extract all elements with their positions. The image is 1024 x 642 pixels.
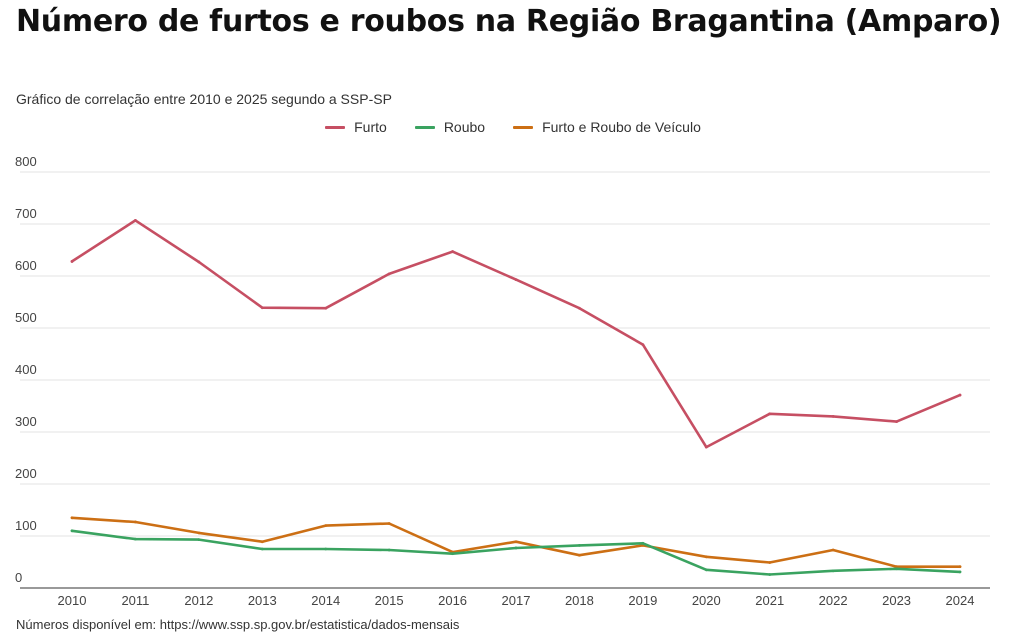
y-tick-label: 500 [15, 310, 37, 325]
data-point-furto[interactable] [260, 306, 264, 310]
data-point-furto[interactable] [768, 412, 772, 416]
y-tick-label: 400 [15, 362, 37, 377]
data-point-roubo[interactable] [768, 573, 772, 576]
legend-swatch-furto [325, 125, 346, 129]
x-tick-label: 2022 [819, 593, 848, 608]
data-point-furto-e-roubo-de-veiculo[interactable] [197, 531, 201, 535]
data-point-furto[interactable] [451, 250, 454, 253]
x-tick-label: 2013 [248, 593, 277, 608]
data-point-furto[interactable] [387, 272, 391, 276]
data-point-furto[interactable] [134, 218, 137, 222]
data-point-furto-e-roubo-de-veiculo[interactable] [958, 565, 962, 569]
series-line-furto [70, 219, 962, 449]
data-point-furto-e-roubo-de-veiculo[interactable] [895, 565, 898, 569]
legend-item-furto[interactable]: Furto [323, 119, 387, 135]
legend-label-roubo: Roubo [443, 119, 486, 135]
x-axis-labels: 2010 2011 2012 2013 2014 2015 2016 2017 2018 2019… [58, 593, 975, 608]
x-tick-label: 2020 [692, 593, 721, 608]
y-axis-labels: 0 100 200 300 400 500 600 700 800 [15, 154, 37, 585]
x-tick-label: 2023 [882, 593, 911, 608]
chart-subtitle: Gráfico de correlação entre 2010 e 2025 … [16, 91, 392, 107]
data-point-furto[interactable] [958, 393, 962, 397]
x-tick-label: 2011 [121, 593, 149, 608]
data-point-furto[interactable] [704, 445, 708, 449]
series-lines [70, 218, 962, 576]
data-point-furto-e-roubo-de-veiculo[interactable] [578, 553, 581, 557]
data-point-furto[interactable] [578, 306, 581, 310]
data-point-furto[interactable] [895, 420, 898, 423]
data-point-furto-e-roubo-de-veiculo[interactable] [324, 524, 328, 527]
x-tick-label: 2018 [565, 593, 594, 608]
x-tick-label: 2016 [438, 593, 467, 608]
data-point-furto-e-roubo-de-veiculo[interactable] [387, 522, 391, 525]
data-point-furto-e-roubo-de-veiculo[interactable] [704, 555, 708, 559]
chart-title: Número de furtos e roubos na Região Brag… [16, 4, 1002, 39]
data-point-furto-e-roubo-de-veiculo[interactable] [260, 540, 264, 544]
legend-swatch-roubo [414, 125, 435, 129]
x-tick-label: 2010 [58, 593, 87, 608]
y-tick-label: 0 [15, 570, 22, 585]
data-point-furto[interactable] [70, 260, 74, 263]
series-line-roubo [70, 529, 962, 576]
x-tick-label: 2019 [628, 593, 657, 608]
data-point-roubo[interactable] [387, 548, 391, 552]
data-point-furto[interactable] [197, 260, 201, 264]
chart-legend: Furto Roubo Furto e Roubo de Veículo [0, 119, 1024, 135]
legend-item-roubo[interactable]: Roubo [413, 119, 485, 135]
y-tick-label: 300 [15, 414, 37, 429]
x-tick-label: 2021 [755, 593, 784, 608]
y-tick-label: 200 [15, 466, 37, 481]
legend-label-veiculo: Furto e Roubo de Veículo [542, 119, 701, 135]
x-tick-label: 2024 [946, 593, 975, 608]
data-point-roubo[interactable] [578, 543, 581, 547]
data-point-roubo[interactable] [134, 537, 137, 541]
x-tick-label: 2012 [184, 593, 213, 608]
data-point-furto[interactable] [831, 415, 835, 418]
data-point-furto-e-roubo-de-veiculo[interactable] [134, 520, 137, 524]
data-point-roubo[interactable] [514, 546, 518, 550]
legend-item-veiculo[interactable]: Furto e Roubo de Veículo [511, 119, 701, 135]
data-point-roubo[interactable] [324, 547, 328, 551]
data-point-roubo[interactable] [197, 538, 201, 542]
data-point-furto-e-roubo-de-veiculo[interactable] [768, 561, 772, 564]
data-point-roubo[interactable] [641, 541, 645, 545]
gridlines [20, 171, 990, 589]
data-point-furto[interactable] [324, 306, 328, 310]
data-point-roubo[interactable] [451, 552, 454, 556]
x-tick-label: 2017 [502, 593, 531, 608]
legend-swatch-veiculo [513, 125, 534, 129]
y-tick-label: 600 [15, 258, 37, 273]
data-point-furto-e-roubo-de-veiculo[interactable] [831, 548, 835, 552]
data-point-furto-e-roubo-de-veiculo[interactable] [70, 516, 74, 520]
data-point-roubo[interactable] [260, 547, 264, 551]
data-point-furto[interactable] [641, 343, 645, 347]
y-tick-label: 700 [15, 206, 37, 221]
data-point-roubo[interactable] [958, 570, 962, 574]
source-note: Números disponível em: https://www.ssp.s… [16, 617, 460, 632]
y-tick-label: 800 [15, 154, 37, 169]
data-point-roubo[interactable] [70, 529, 74, 533]
data-point-furto[interactable] [514, 278, 518, 282]
data-point-furto-e-roubo-de-veiculo[interactable] [514, 540, 518, 544]
legend-label-furto: Furto [354, 119, 387, 135]
data-point-roubo[interactable] [704, 568, 708, 572]
data-point-roubo[interactable] [831, 569, 835, 573]
data-point-roubo[interactable] [895, 567, 898, 571]
x-tick-label: 2014 [311, 593, 340, 608]
y-tick-label: 100 [15, 518, 37, 533]
x-tick-label: 2015 [375, 593, 404, 608]
